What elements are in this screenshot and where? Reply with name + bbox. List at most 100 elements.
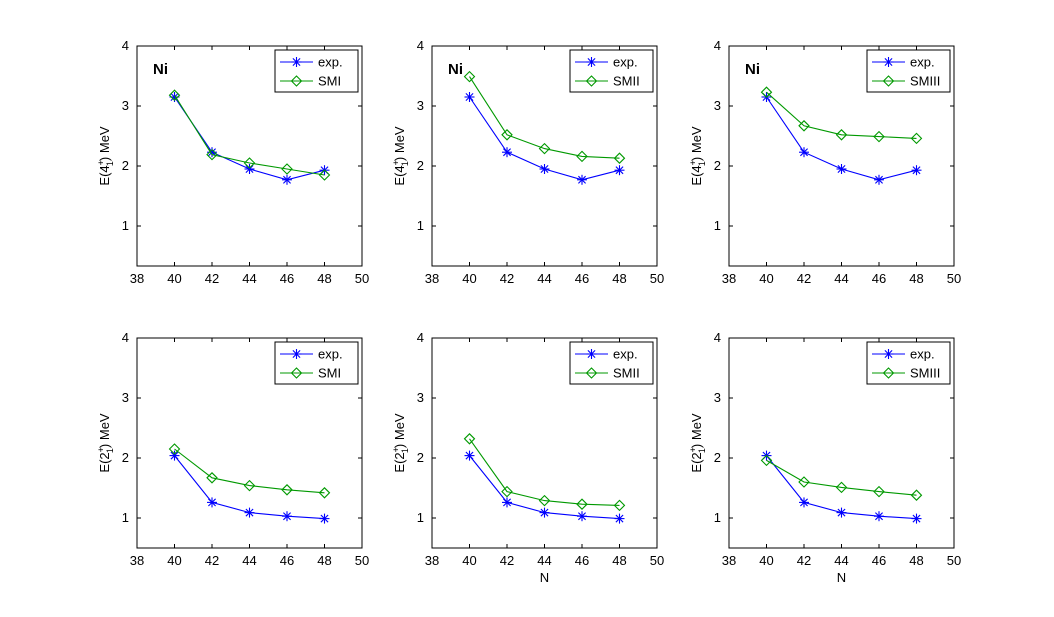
data-point [281, 484, 293, 496]
diamond-marker [798, 120, 810, 132]
legend-box [274, 341, 359, 385]
y-tick-label: 2 [417, 158, 424, 173]
x-tick-label: 42 [797, 553, 811, 568]
data-point [799, 147, 809, 158]
y-tick-label: 1 [122, 218, 129, 233]
data-point [207, 497, 217, 508]
series-smiii [760, 86, 923, 145]
x-tick-label: 50 [947, 553, 961, 568]
y-tick-label: 4 [122, 330, 129, 345]
star-marker [586, 349, 597, 359]
y-tick-label: 1 [122, 510, 129, 525]
legend-box [274, 49, 359, 93]
diamond-marker [290, 367, 303, 379]
diamond-marker [585, 75, 598, 87]
diamond-marker [576, 150, 588, 163]
diamond-marker [290, 75, 303, 87]
star-marker [169, 450, 180, 461]
diamond-marker [835, 481, 848, 494]
x-tick-label: 40 [759, 553, 773, 568]
y-tick-label: 4 [122, 38, 129, 53]
data-point [501, 129, 513, 141]
y-label-sup: + [688, 447, 698, 452]
legend-entry: exp. [872, 55, 935, 70]
diamond-marker [798, 476, 810, 488]
data-point [502, 497, 512, 508]
x-tick-label: 42 [500, 553, 514, 568]
diamond-marker [243, 157, 256, 169]
legend-label: SMIII [910, 366, 940, 381]
star-marker [874, 511, 884, 522]
data-point [614, 513, 625, 524]
y-tick-label: 1 [714, 510, 721, 525]
star-marker [502, 147, 512, 158]
x-tick-label: 46 [575, 553, 589, 568]
data-point [539, 507, 550, 518]
y-tick-label: 4 [417, 38, 424, 53]
x-tick-label: 38 [130, 271, 144, 286]
data-point [577, 174, 587, 185]
data-point [577, 511, 587, 522]
data-point [576, 150, 588, 163]
x-tick-label: 40 [167, 271, 181, 286]
y-label-tail: ) MeV [689, 126, 704, 161]
data-point [244, 164, 255, 174]
star-marker [319, 513, 330, 524]
legend-entry: exp. [575, 347, 638, 362]
legend-label: exp. [910, 55, 935, 70]
data-point [282, 174, 292, 185]
y-tick-label: 3 [122, 390, 129, 405]
legend-box [866, 341, 951, 385]
series-line [766, 91, 917, 139]
data-point [319, 513, 330, 524]
legend-label: exp. [613, 55, 638, 70]
data-point [835, 481, 848, 494]
y-tick-label: 3 [417, 98, 424, 113]
data-point [281, 163, 293, 175]
y-tick-label: 3 [714, 390, 721, 405]
y-label-tail: ) MeV [97, 413, 112, 448]
x-tick-label: 38 [722, 553, 736, 568]
legend-box [569, 49, 654, 93]
data-point [168, 443, 181, 455]
series-smii [463, 70, 626, 164]
star-marker [577, 174, 587, 185]
x-tick-label: 42 [205, 271, 219, 286]
x-tick-label: 42 [500, 271, 514, 286]
x-tick-label: 50 [355, 553, 369, 568]
x-tick-label: 48 [909, 271, 923, 286]
series-smiii [760, 454, 923, 501]
x-tick-label: 38 [425, 271, 439, 286]
data-point [835, 129, 848, 141]
data-point [798, 120, 810, 132]
data-point [538, 494, 551, 507]
legend: exp. SMII [569, 341, 654, 385]
legend-label: exp. [613, 347, 638, 362]
y-label-sup: + [96, 447, 106, 452]
x-tick-label: 50 [650, 553, 664, 568]
data-point [464, 450, 475, 461]
data-point [501, 485, 513, 498]
y-label-base: E(4 [392, 165, 407, 185]
data-point [874, 174, 884, 185]
star-marker [464, 450, 475, 461]
series-line [174, 94, 325, 176]
legend-label: exp. [318, 55, 343, 70]
y-axis-label: E(4+1) MeV [688, 126, 707, 186]
legend-entry: exp. [280, 347, 343, 362]
star-marker [539, 507, 550, 518]
series-exp [464, 450, 625, 524]
star-marker [291, 349, 302, 359]
legend-entry: SMIII [872, 366, 940, 381]
diamond-marker [873, 130, 885, 143]
diamond-marker [168, 443, 181, 455]
data-point [910, 132, 923, 145]
data-point [318, 487, 331, 499]
star-marker [874, 174, 884, 185]
star-marker [614, 513, 625, 524]
x-tick-label: 38 [425, 553, 439, 568]
diamond-marker [585, 367, 598, 379]
